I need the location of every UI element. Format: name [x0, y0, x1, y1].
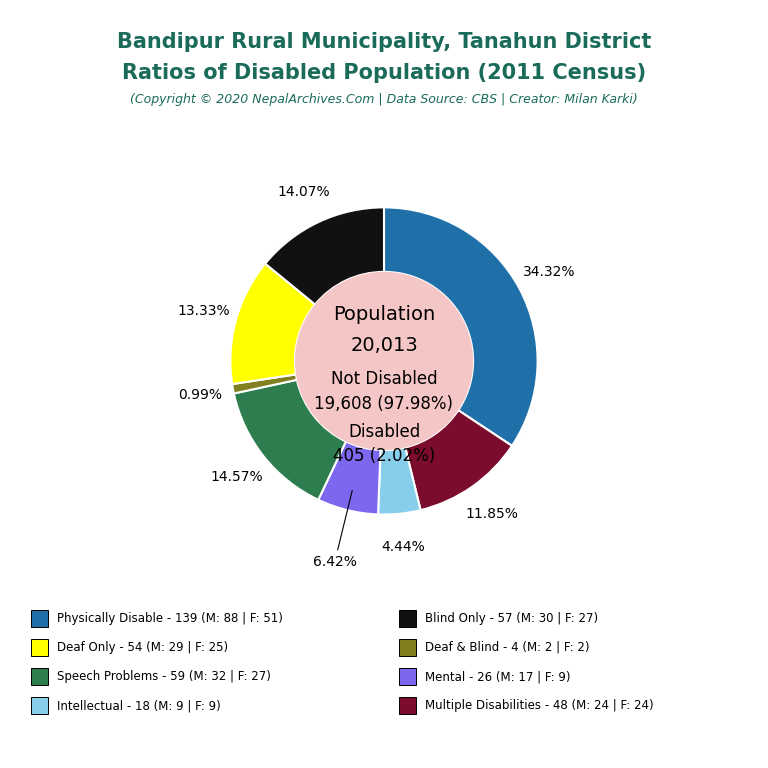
Wedge shape	[234, 380, 346, 500]
Text: 405 (2.02%): 405 (2.02%)	[333, 447, 435, 465]
Wedge shape	[232, 374, 297, 393]
Text: 11.85%: 11.85%	[465, 507, 518, 521]
Wedge shape	[384, 207, 538, 446]
Wedge shape	[378, 448, 421, 515]
Wedge shape	[318, 442, 381, 515]
Wedge shape	[406, 410, 512, 510]
Text: 13.33%: 13.33%	[177, 304, 230, 319]
Wedge shape	[265, 207, 384, 304]
Text: 14.07%: 14.07%	[277, 184, 330, 199]
Text: Not Disabled: Not Disabled	[331, 370, 437, 389]
Wedge shape	[230, 263, 315, 384]
Text: 20,013: 20,013	[350, 336, 418, 355]
Text: 34.32%: 34.32%	[523, 265, 575, 280]
Text: 4.44%: 4.44%	[381, 541, 425, 554]
Text: Multiple Disabilities - 48 (M: 24 | F: 24): Multiple Disabilities - 48 (M: 24 | F: 2…	[425, 700, 654, 712]
Text: Blind Only - 57 (M: 30 | F: 27): Blind Only - 57 (M: 30 | F: 27)	[425, 612, 598, 624]
Text: Disabled: Disabled	[348, 422, 420, 441]
Text: Deaf Only - 54 (M: 29 | F: 25): Deaf Only - 54 (M: 29 | F: 25)	[57, 641, 228, 654]
Text: (Copyright © 2020 NepalArchives.Com | Data Source: CBS | Creator: Milan Karki): (Copyright © 2020 NepalArchives.Com | Da…	[130, 94, 638, 106]
Text: Ratios of Disabled Population (2011 Census): Ratios of Disabled Population (2011 Cens…	[122, 63, 646, 83]
Text: Bandipur Rural Municipality, Tanahun District: Bandipur Rural Municipality, Tanahun Dis…	[117, 32, 651, 52]
Text: Physically Disable - 139 (M: 88 | F: 51): Physically Disable - 139 (M: 88 | F: 51)	[57, 612, 283, 624]
Text: 0.99%: 0.99%	[177, 388, 222, 402]
Text: Deaf & Blind - 4 (M: 2 | F: 2): Deaf & Blind - 4 (M: 2 | F: 2)	[425, 641, 590, 654]
Text: Speech Problems - 59 (M: 32 | F: 27): Speech Problems - 59 (M: 32 | F: 27)	[57, 670, 270, 683]
Text: Intellectual - 18 (M: 9 | F: 9): Intellectual - 18 (M: 9 | F: 9)	[57, 700, 220, 712]
Text: 19,608 (97.98%): 19,608 (97.98%)	[315, 395, 453, 413]
Circle shape	[295, 272, 473, 450]
Text: Mental - 26 (M: 17 | F: 9): Mental - 26 (M: 17 | F: 9)	[425, 670, 571, 683]
Text: 14.57%: 14.57%	[211, 471, 263, 485]
Text: 6.42%: 6.42%	[313, 491, 356, 569]
Text: Population: Population	[333, 306, 435, 324]
